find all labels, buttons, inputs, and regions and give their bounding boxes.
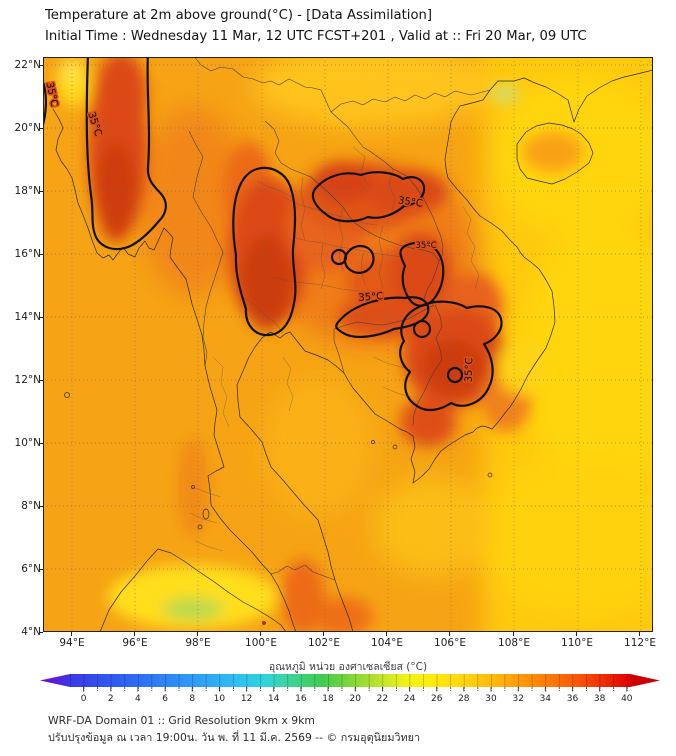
axis-tick (39, 569, 43, 570)
colorbar-tick: 40 (621, 694, 633, 704)
axis-tick (134, 632, 135, 636)
colorbar-tick: 4 (135, 694, 141, 704)
axis-tick (39, 65, 43, 66)
contour-35c (43, 57, 503, 412)
axis-tick (71, 632, 72, 636)
colorbar-tick: 38 (594, 694, 606, 704)
colorbar-tick: 14 (268, 694, 280, 704)
colorbar-tick: 10 (214, 694, 226, 704)
contour-label-35c: 35°C (415, 241, 436, 251)
y-tick-label: 8°N (21, 500, 41, 512)
map-frame (43, 57, 653, 632)
axis-tick (39, 506, 43, 507)
y-tick-label: 6°N (21, 563, 41, 575)
colorbar-tick: 20 (349, 694, 361, 704)
x-tick-label: 94°E (59, 637, 85, 649)
colorbar-tick-labels: 0 2 4 6 8 10 12 14 16 18 20 22 24 26 28 … (81, 687, 633, 704)
contour-label-35c: 35°C (358, 291, 383, 304)
axis-tick (576, 632, 577, 636)
temperature-field (43, 57, 653, 632)
chart-title: Temperature at 2m above ground(°C) - [Da… (45, 8, 433, 23)
colorbar-tick: 24 (404, 694, 416, 704)
colorbar-label: อุณหภูมิ หน่วย องศาเซลเซียส (°C) (268, 661, 428, 673)
footer-update-info: ปรับปรุงข้อมูล ณ เวลา 19:00น. วัน พ. ที่… (48, 731, 421, 744)
axis-tick (39, 632, 43, 633)
colorbar-tick: 6 (162, 694, 168, 704)
x-tick-label: 96°E (122, 637, 148, 649)
x-tick-label: 112°E (624, 637, 656, 649)
axis-tick (39, 380, 43, 381)
colorbar-tick: 26 (431, 694, 443, 704)
footer-model-info: WRF-DA Domain 01 :: Grid Resolution 9km … (48, 714, 315, 727)
colorbar-tick: 32 (512, 694, 523, 704)
x-tick-label: 98°E (185, 637, 211, 649)
colorbar-tick: 22 (377, 694, 388, 704)
x-tick-label: 108°E (498, 637, 530, 649)
colorbar-tick: 28 (458, 694, 470, 704)
colorbar-tick: 2 (108, 694, 114, 704)
axis-tick (39, 317, 43, 318)
x-tick-label: 102°E (308, 637, 340, 649)
x-tick-label: 110°E (561, 637, 593, 649)
colorbar-tick: 0 (81, 694, 87, 704)
axis-tick (39, 443, 43, 444)
axis-tick (323, 632, 324, 636)
y-tick-label: 22°N (14, 59, 41, 71)
y-tick-label: 14°N (14, 311, 41, 323)
colorbar: 0 2 4 6 8 10 12 14 16 18 20 22 24 26 28 … (40, 674, 660, 704)
axis-tick (39, 191, 43, 192)
contour-label-35c: 35°C (464, 357, 476, 382)
colorbar-tick: 16 (295, 694, 307, 704)
y-tick-label: 12°N (14, 374, 41, 386)
y-tick-label: 20°N (14, 122, 41, 134)
colorbar-tick: 18 (322, 694, 334, 704)
colorbar-tick: 30 (485, 694, 497, 704)
x-tick-label: 106°E (434, 637, 466, 649)
colorbar-tick: 34 (540, 694, 552, 704)
colorbar-tick: 12 (241, 694, 252, 704)
chart-subtitle: Initial Time : Wednesday 11 Mar, 12 UTC … (45, 29, 587, 44)
y-tick-label: 18°N (14, 185, 41, 197)
axis-tick (449, 632, 450, 636)
y-tick-label: 10°N (14, 437, 41, 449)
axis-tick (513, 632, 514, 636)
axis-tick (39, 254, 43, 255)
axis-tick (639, 632, 640, 636)
colorbar-bar (40, 674, 660, 691)
x-tick-label: 100°E (245, 637, 277, 649)
axis-tick (197, 632, 198, 636)
colorbar-tick: 36 (567, 694, 579, 704)
axis-tick (386, 632, 387, 636)
x-tick-label: 104°E (371, 637, 403, 649)
country-borders (188, 57, 491, 581)
y-tick-label: 4°N (21, 626, 41, 638)
axis-tick (39, 128, 43, 129)
colorbar-tick: 8 (189, 694, 195, 704)
colorbar-minor-ticks (83, 687, 629, 691)
province-borders (189, 146, 480, 552)
axis-tick (260, 632, 261, 636)
contour-label-35c: 35°C (43, 81, 59, 107)
coastlines (52, 69, 653, 632)
contour-label-35c: 35°C (397, 195, 423, 209)
map-plot: 35°C 35°C 35°C 35°C 35°C 35°C (43, 57, 653, 632)
y-tick-label: 16°N (14, 248, 41, 260)
